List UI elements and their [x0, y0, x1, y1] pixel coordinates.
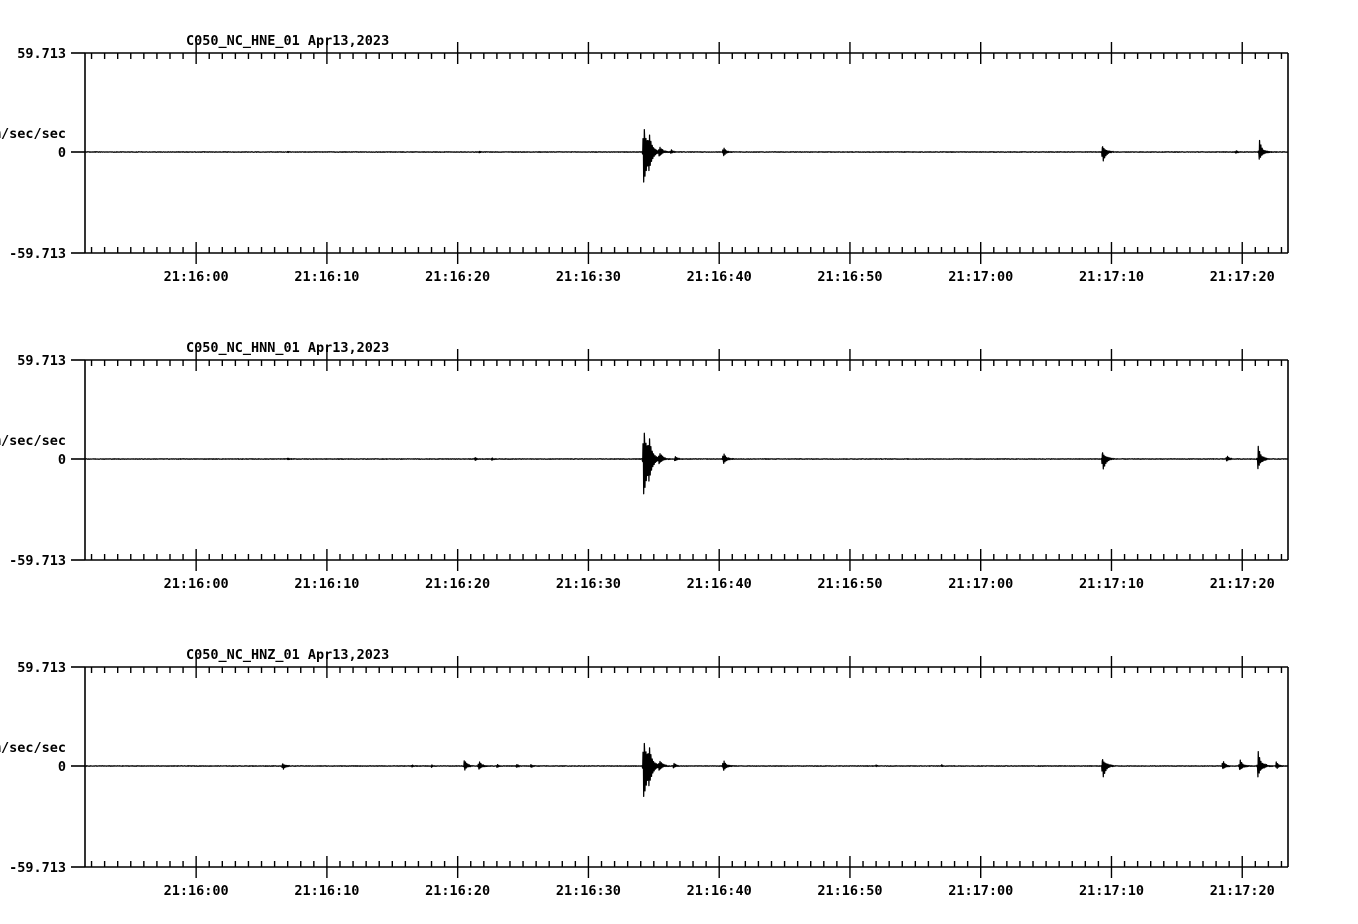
x-axis-tick-label: 21:16:30: [556, 576, 621, 592]
plot-hnz: 59.713 0 -59.713 cm/sec/sec 21:16:00 21:16:10…: [0, 647, 1289, 899]
y-axis-ticks: [71, 666, 85, 868]
y-axis-ticks: [71, 359, 85, 561]
x-axis-tick-label: 21:16:10: [294, 576, 359, 592]
x-axis-tick-label: 21:16:00: [164, 883, 229, 899]
x-axis-tick-label: 21:17:10: [1079, 883, 1144, 899]
y-axis-zero-label: 0: [58, 145, 66, 161]
y-axis-min-label: -59.713: [9, 553, 66, 569]
y-axis-min-label: -59.713: [9, 860, 66, 876]
x-axis-tick-label: 21:16:20: [425, 269, 490, 285]
seismogram-panel-hnn: 59.713 0 -59.713 cm/sec/sec 21:16:00 21:16:10…: [0, 307, 1358, 607]
x-axis-tick-label: 21:17:20: [1210, 269, 1275, 285]
x-axis-tick-label: 21:16:10: [294, 883, 359, 899]
axis-frame: [84, 666, 1289, 868]
waveform-hne: [84, 128, 1289, 183]
trace-title-hne: C050_NC_HNE_01 Apr13,2023: [186, 33, 389, 49]
x-axis-tick-label: 21:16:40: [687, 883, 752, 899]
x-axis-tick-label: 21:16:30: [556, 883, 621, 899]
axis-frame: [84, 359, 1289, 561]
trace-title-hnz: C050_NC_HNZ_01 Apr13,2023: [186, 647, 389, 663]
x-axis-tick-label: 21:16:40: [687, 576, 752, 592]
plot-hne: 59.713 0 -59.713 cm/sec/sec 21:16:00 21:16:10…: [0, 33, 1289, 285]
x-axis-ticks: [90, 656, 1283, 878]
x-axis-tick-label: 21:17:20: [1210, 883, 1275, 899]
y-axis-max-label: 59.713: [17, 660, 66, 676]
x-axis-tick-label: 21:16:20: [425, 576, 490, 592]
y-axis-unit-label: cm/sec/sec: [0, 740, 66, 756]
x-axis-tick-label: 21:16:50: [817, 576, 882, 592]
x-axis-tick-label: 21:17:00: [948, 269, 1013, 285]
x-axis-tick-label: 21:17:10: [1079, 576, 1144, 592]
x-axis-tick-label: 21:16:00: [164, 576, 229, 592]
x-axis-tick-label: 21:17:10: [1079, 269, 1144, 285]
trace-title-hnn: C050_NC_HNN_01 Apr13,2023: [186, 340, 389, 356]
y-axis-unit-label: cm/sec/sec: [0, 433, 66, 449]
x-axis-tick-label: 21:16:00: [164, 269, 229, 285]
y-axis-ticks: [71, 52, 85, 254]
y-axis-max-label: 59.713: [17, 353, 66, 369]
waveform-hnn: [84, 432, 1289, 495]
seismogram-panel-hne: 59.713 0 -59.713 cm/sec/sec 21:16:00 21:16:10…: [0, 0, 1358, 300]
x-axis-tick-label: 21:16:50: [817, 883, 882, 899]
x-axis-ticks: [90, 42, 1283, 264]
x-axis-tick-label: 21:17:20: [1210, 576, 1275, 592]
y-axis-max-label: 59.713: [17, 46, 66, 62]
x-axis-tick-label: 21:16:20: [425, 883, 490, 899]
x-axis-tick-label: 21:16:50: [817, 269, 882, 285]
y-axis-unit-label: cm/sec/sec: [0, 126, 66, 142]
seismogram-panel-hnz: 59.713 0 -59.713 cm/sec/sec 21:16:00 21:16:10…: [0, 614, 1358, 914]
x-axis-tick-label: 21:17:00: [948, 883, 1013, 899]
x-axis-tick-label: 21:16:10: [294, 269, 359, 285]
plot-hnn: 59.713 0 -59.713 cm/sec/sec 21:16:00 21:16:10…: [0, 340, 1289, 592]
x-axis-tick-label: 21:16:30: [556, 269, 621, 285]
y-axis-zero-label: 0: [58, 452, 66, 468]
y-axis-zero-label: 0: [58, 759, 66, 775]
waveform-hnz: [84, 742, 1289, 798]
x-axis-tick-label: 21:16:40: [687, 269, 752, 285]
y-axis-min-label: -59.713: [9, 246, 66, 262]
axis-frame: [84, 52, 1289, 254]
x-axis-tick-label: 21:17:00: [948, 576, 1013, 592]
x-axis-ticks: [90, 349, 1283, 571]
